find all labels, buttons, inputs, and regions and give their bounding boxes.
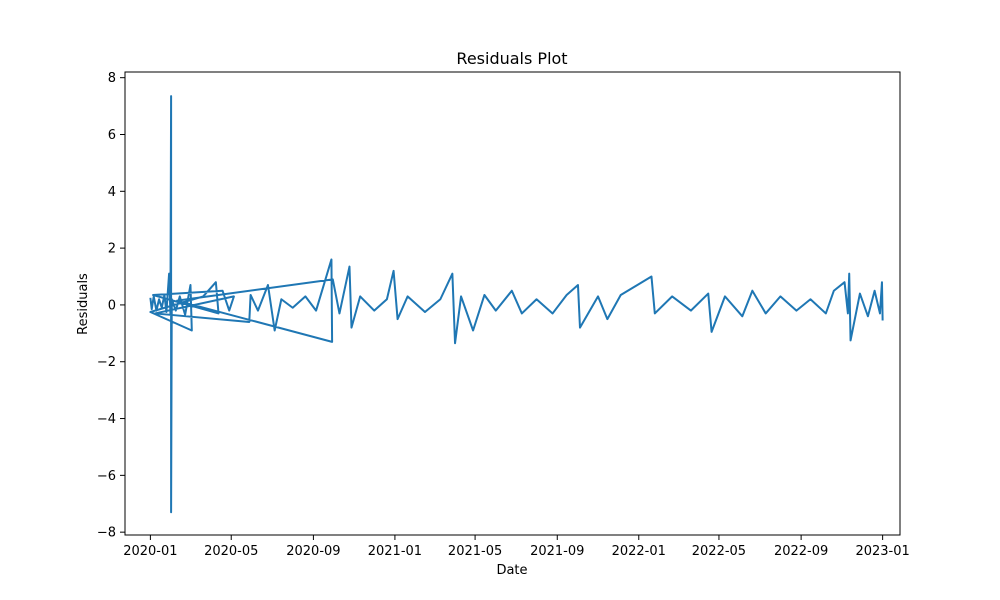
x-axis-label: Date xyxy=(496,563,527,578)
x-tick-label: 2021-01 xyxy=(368,544,422,559)
y-axis-label: Residuals xyxy=(76,273,91,335)
x-tick-label: 2021-05 xyxy=(448,544,502,559)
x-tick-label: 2022-09 xyxy=(774,544,828,559)
y-tick-label: −2 xyxy=(97,355,116,370)
y-tick-label: 6 xyxy=(108,128,116,143)
y-tick-label: −6 xyxy=(97,469,116,484)
y-axis: −8 −6 −4 −2 0 2 4 6 8 xyxy=(97,71,125,541)
series-layer xyxy=(149,95,884,514)
residuals-series-line xyxy=(149,95,884,514)
plot-background xyxy=(125,72,900,535)
plot-frame xyxy=(124,71,901,536)
x-tick-label: 2020-05 xyxy=(204,544,258,559)
x-axis: 2020-01 2020-05 2020-09 2021-01 2021-05 2021-… xyxy=(123,535,910,559)
x-tick-label: 2020-01 xyxy=(123,544,177,559)
x-tick-label: 2022-05 xyxy=(692,544,746,559)
chart-title: Residuals Plot xyxy=(456,49,567,68)
x-tick-label: 2022-01 xyxy=(612,544,666,559)
y-tick-label: −8 xyxy=(97,526,116,541)
x-tick-label: 2023-01 xyxy=(855,544,909,559)
x-tick-label: 2021-09 xyxy=(530,544,584,559)
y-tick-label: 4 xyxy=(108,185,116,200)
y-tick-label: 2 xyxy=(108,242,116,257)
y-tick-label: −4 xyxy=(97,412,116,427)
plot-area xyxy=(124,71,901,536)
y-tick-label: 8 xyxy=(108,71,116,86)
x-tick-label: 2020-09 xyxy=(286,544,340,559)
y-tick-label: 0 xyxy=(108,298,116,313)
